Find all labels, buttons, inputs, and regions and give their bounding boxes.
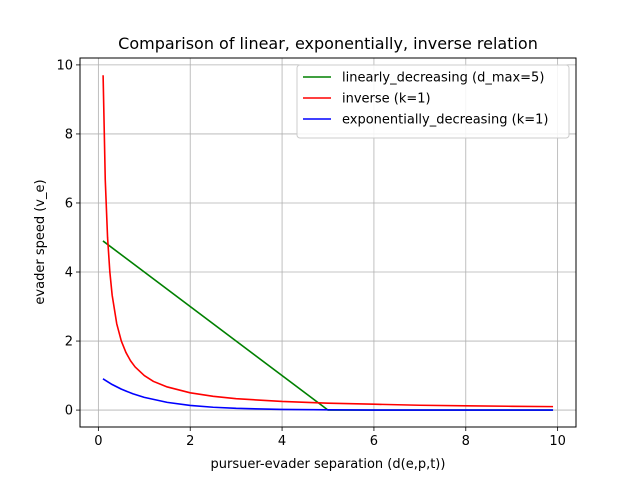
series-line-1: [102, 75, 554, 408]
series-line-2: [102, 378, 554, 411]
y-tick-label: 6: [65, 196, 73, 211]
plot-frame: [79, 57, 577, 428]
legend-label-1: inverse (k=1): [342, 92, 431, 107]
legend-label-0: linearly_decreasing (d_max=5): [342, 71, 544, 86]
x-tick-label: 6: [370, 434, 378, 449]
legend-label-2: exponentially_decreasing (k=1): [342, 113, 549, 128]
x-tick-label: 2: [186, 434, 194, 449]
legend: linearly_decreasing (d_max=5)inverse (k=…: [296, 64, 570, 139]
y-tick-label: 0: [65, 404, 73, 419]
x-tick-label: 0: [94, 434, 102, 449]
y-tick-label: 2: [65, 335, 73, 350]
y-tick-label: 10: [56, 58, 73, 73]
y-axis-label: evader speed (v_e): [33, 179, 48, 304]
series-layer: [102, 75, 554, 411]
legend-box: [296, 64, 570, 139]
y-tick-label: 8: [65, 127, 73, 142]
x-tick-label: 10: [549, 434, 566, 449]
chart-title: Comparison of linear, exponentially, inv…: [118, 34, 538, 53]
y-tick-label: 4: [65, 266, 73, 281]
x-axis-label: pursuer-evader separation (d(e,p,t)): [211, 457, 446, 472]
x-tick-label: 4: [278, 434, 286, 449]
axis-ticks: 0 2 4 6 8 10 0 2 4 6 8 10: [56, 58, 565, 449]
x-tick-label: 8: [462, 434, 470, 449]
